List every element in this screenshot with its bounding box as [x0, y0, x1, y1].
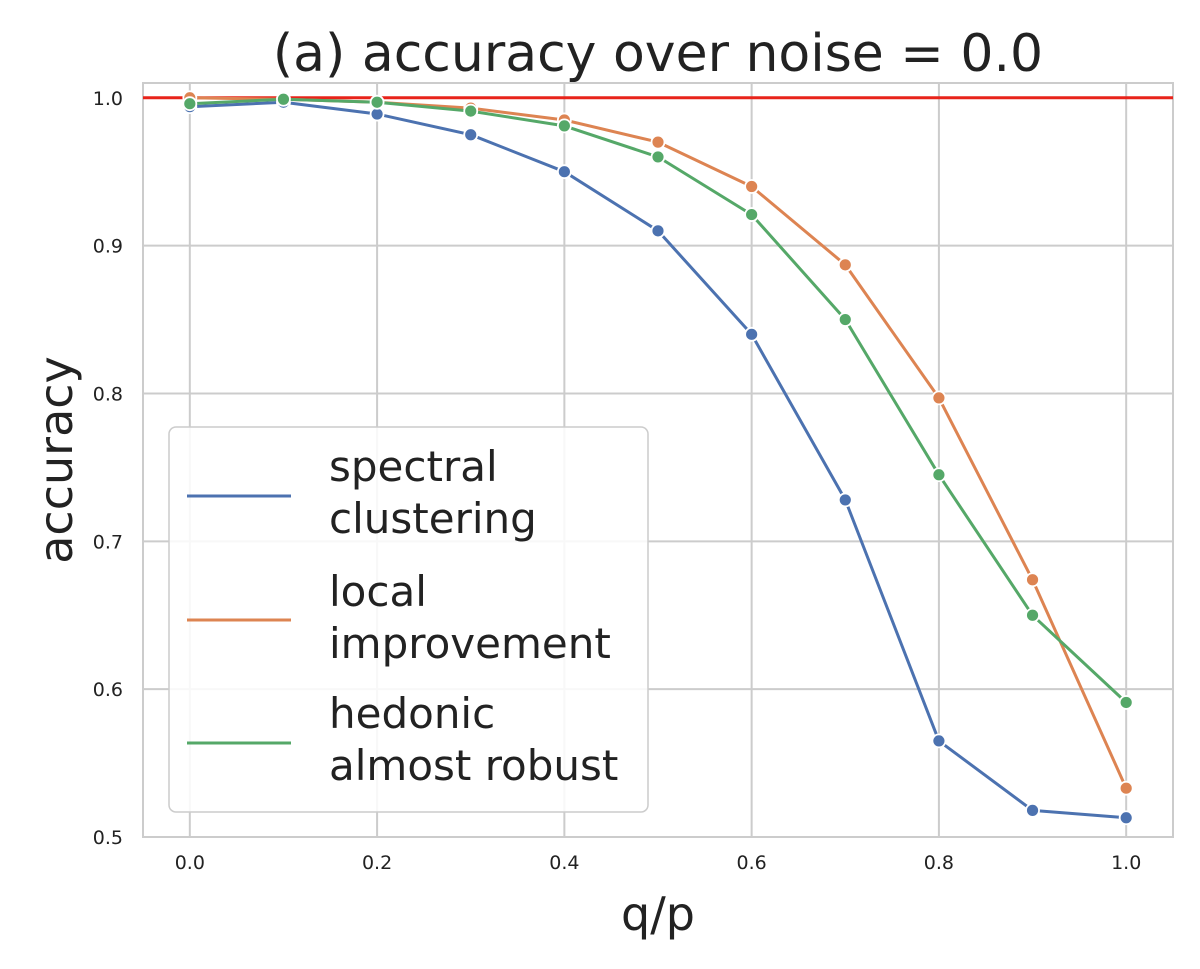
y-axis-label: accuracy: [29, 356, 83, 564]
data-point: [650, 149, 666, 165]
x-tick-label: 0.2: [362, 852, 392, 874]
data-point: [556, 118, 572, 134]
data-point: [837, 492, 853, 508]
tick-labels: 0.0 0.2 0.4 0.6 0.8 1.0 0.5 0.6 0.7 0.8 0.9 1.0: [93, 88, 1142, 874]
x-axis-label: q/p: [621, 887, 695, 941]
x-tick-label: 0.8: [924, 852, 954, 874]
y-tick-label: 0.7: [93, 531, 123, 553]
data-point: [650, 223, 666, 239]
legend-label: spectral: [329, 442, 498, 491]
data-point: [931, 733, 947, 749]
y-tick-label: 0.5: [93, 827, 123, 849]
x-tick-label: 1.0: [1111, 852, 1141, 874]
y-tick-label: 0.6: [93, 679, 123, 701]
data-point: [837, 312, 853, 327]
y-tick-label: 0.9: [93, 236, 123, 258]
data-point: [1025, 607, 1040, 623]
legend-box: [168, 426, 649, 813]
data-point: [369, 94, 385, 110]
data-point: [744, 179, 760, 194]
data-point: [276, 91, 291, 107]
legend-label: clustering: [329, 494, 537, 543]
data-point: [744, 326, 760, 342]
data-point: [744, 207, 760, 222]
data-point: [463, 127, 479, 143]
legend-label: hedonic: [329, 689, 495, 738]
data-point: [1118, 695, 1134, 710]
x-tick-label: 0.6: [737, 852, 767, 874]
data-point: [1118, 780, 1134, 796]
x-tick-label: 0.0: [175, 852, 205, 874]
data-point: [556, 164, 572, 180]
legend-label: improvement: [329, 619, 611, 668]
data-point: [182, 96, 198, 112]
legend-label: almost robust: [329, 741, 618, 790]
x-tick-label: 0.4: [549, 852, 579, 874]
data-point: [463, 103, 479, 119]
data-point: [650, 134, 666, 150]
y-tick-label: 0.8: [93, 383, 123, 405]
series-hedonic-almost-robust: [182, 91, 1134, 710]
data-point: [931, 467, 947, 483]
data-point: [1025, 572, 1040, 588]
series-layer: [182, 90, 1134, 826]
data-point: [837, 257, 853, 273]
y-tick-label: 1.0: [93, 88, 123, 110]
chart-title: (a) accuracy over noise = 0.0: [273, 24, 1043, 84]
data-point: [931, 390, 947, 406]
legend-label: local: [329, 567, 427, 616]
data-point: [1025, 802, 1040, 818]
data-point: [1118, 810, 1134, 826]
